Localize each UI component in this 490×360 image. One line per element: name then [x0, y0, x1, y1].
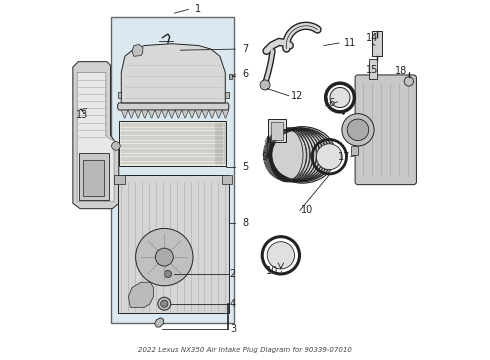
Polygon shape	[162, 110, 169, 118]
Circle shape	[404, 77, 414, 86]
Text: 6: 6	[242, 69, 248, 79]
Text: 2: 2	[229, 269, 235, 279]
Bar	[79, 153, 109, 200]
Polygon shape	[216, 110, 222, 118]
Text: 14: 14	[366, 33, 378, 43]
Text: 15: 15	[366, 64, 378, 75]
Text: 3: 3	[230, 324, 236, 334]
FancyBboxPatch shape	[355, 75, 416, 185]
Circle shape	[155, 248, 173, 266]
Polygon shape	[225, 92, 229, 98]
Bar	[114, 175, 125, 184]
Polygon shape	[118, 92, 122, 98]
Bar	[221, 175, 232, 184]
Circle shape	[342, 114, 374, 146]
Text: 2022 Lexus NX350 Air Intake Plug Diagram for 90339-07010: 2022 Lexus NX350 Air Intake Plug Diagram…	[138, 347, 352, 353]
Circle shape	[317, 144, 342, 170]
Bar	[351, 146, 358, 155]
Text: 7: 7	[242, 44, 248, 54]
Bar	[368, 59, 377, 79]
Circle shape	[260, 80, 270, 90]
Polygon shape	[195, 110, 202, 118]
Polygon shape	[135, 110, 142, 118]
Text: 17: 17	[338, 152, 350, 162]
Polygon shape	[122, 44, 225, 103]
Ellipse shape	[269, 127, 336, 183]
Text: 5: 5	[242, 162, 248, 172]
Circle shape	[161, 300, 168, 307]
Text: 16: 16	[323, 98, 336, 108]
Polygon shape	[155, 110, 162, 118]
Circle shape	[267, 242, 294, 269]
Polygon shape	[182, 110, 189, 118]
Text: 4: 4	[230, 299, 236, 309]
Polygon shape	[175, 110, 182, 118]
Bar	[372, 31, 382, 56]
Text: 10: 10	[301, 206, 314, 216]
Circle shape	[158, 297, 171, 310]
Text: 12: 12	[291, 91, 303, 101]
Bar	[271, 122, 283, 140]
Polygon shape	[128, 110, 135, 118]
Bar	[83, 160, 104, 196]
Circle shape	[164, 270, 171, 278]
Polygon shape	[209, 110, 216, 118]
Text: 10: 10	[266, 266, 278, 276]
Polygon shape	[73, 62, 119, 209]
Polygon shape	[132, 44, 143, 56]
Text: 18: 18	[395, 66, 407, 76]
Bar	[119, 121, 226, 166]
Text: 13: 13	[76, 111, 89, 121]
Text: 9: 9	[262, 152, 268, 162]
Bar	[229, 74, 232, 78]
Circle shape	[347, 119, 368, 140]
Bar	[118, 175, 229, 313]
Polygon shape	[142, 110, 148, 118]
Polygon shape	[189, 110, 195, 118]
Text: 1: 1	[196, 4, 201, 14]
Polygon shape	[118, 103, 229, 110]
Polygon shape	[169, 110, 175, 118]
Circle shape	[136, 228, 193, 286]
Polygon shape	[202, 110, 209, 118]
Polygon shape	[155, 318, 164, 327]
Polygon shape	[148, 110, 155, 118]
Bar	[269, 119, 286, 142]
Polygon shape	[128, 282, 153, 307]
Polygon shape	[222, 110, 229, 118]
Circle shape	[330, 87, 350, 108]
Polygon shape	[77, 72, 114, 202]
Circle shape	[112, 141, 120, 150]
Text: 11: 11	[343, 38, 356, 48]
Text: 8: 8	[242, 218, 248, 228]
FancyBboxPatch shape	[111, 17, 234, 323]
Polygon shape	[122, 110, 128, 118]
Circle shape	[161, 267, 174, 280]
